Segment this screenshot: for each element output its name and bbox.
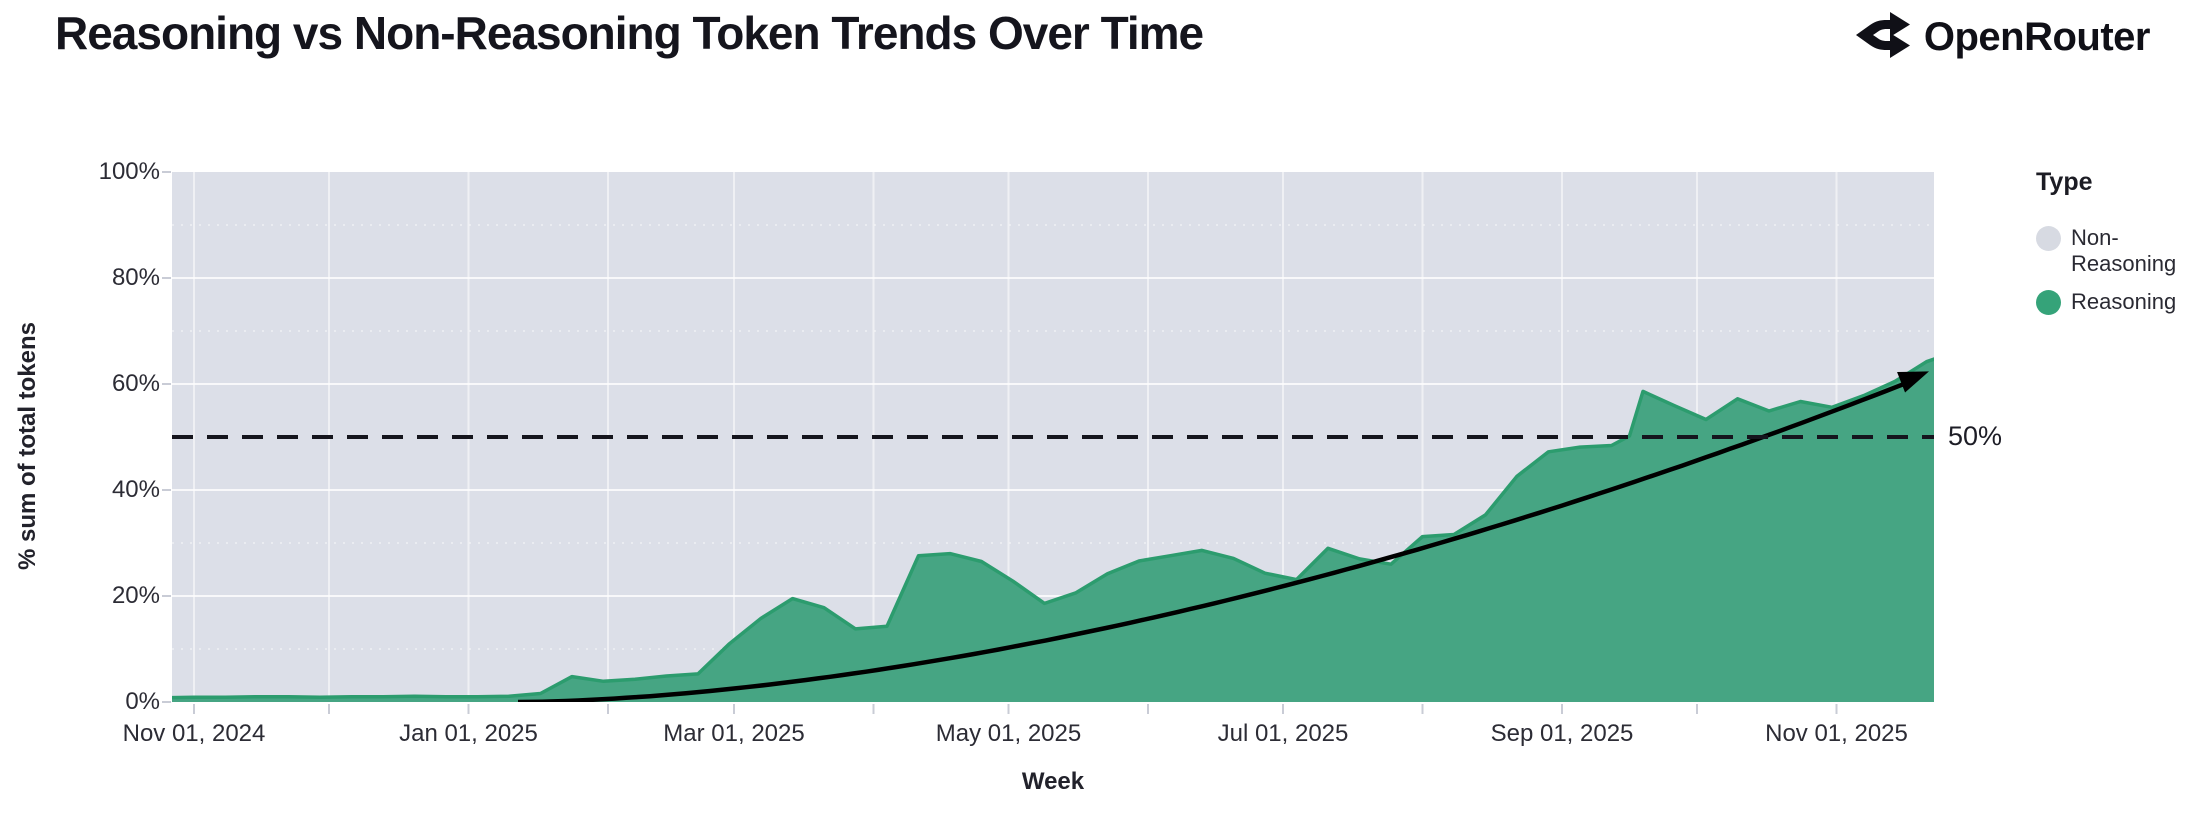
reasoning-area [172, 359, 1934, 702]
openrouter-icon [1854, 10, 1910, 65]
legend-title: Type [2036, 168, 2093, 196]
non-reasoning-swatch [2036, 226, 2061, 251]
brand-logo[interactable]: OpenRouter [1854, 10, 2151, 65]
legend-item-reasoning[interactable]: Reasoning [2036, 289, 2200, 315]
trend-arrowhead [1897, 371, 1929, 393]
x-tick-label: Jan 01, 2025 [399, 720, 538, 747]
legend-label: Reasoning [2071, 288, 2177, 314]
x-tick-label: Sep 01, 2025 [1490, 720, 1634, 747]
y-axis-title: % sum of total tokens [14, 321, 41, 570]
reasoning-swatch [2036, 289, 2061, 315]
y-tick-label: 40% [111, 476, 160, 503]
brand-name: OpenRouter [1923, 15, 2151, 59]
y-tick-label: 80% [111, 264, 160, 291]
y-tick-label: 20% [111, 582, 160, 609]
x-tick-label: Mar 01, 2025 [663, 720, 805, 747]
x-tick-label: Nov 01, 2024 [122, 720, 266, 747]
legend: Type Non-Reasoning Reasoning [2036, 168, 2200, 327]
reasoning-line [172, 357, 1934, 700]
x-axis-title: Week [1021, 768, 1085, 795]
x-tick-label: May 01, 2025 [935, 720, 1082, 747]
page-title: Reasoning vs Non-Reasoning Token Trends … [55, 7, 1204, 59]
fifty-percent-label: 50% [1948, 421, 2003, 451]
legend-label: Non-Reasoning [2071, 225, 2177, 276]
legend-item-non-reasoning[interactable]: Non-Reasoning [2036, 225, 2200, 277]
y-tick-label: 100% [98, 158, 160, 185]
x-tick-label: Nov 01, 2025 [1765, 720, 1908, 747]
y-tick-label: 60% [111, 370, 160, 397]
x-tick-label: Jul 01, 2025 [1217, 720, 1349, 747]
trend-curve [517, 379, 1911, 702]
y-tick-label: 0% [125, 688, 160, 715]
